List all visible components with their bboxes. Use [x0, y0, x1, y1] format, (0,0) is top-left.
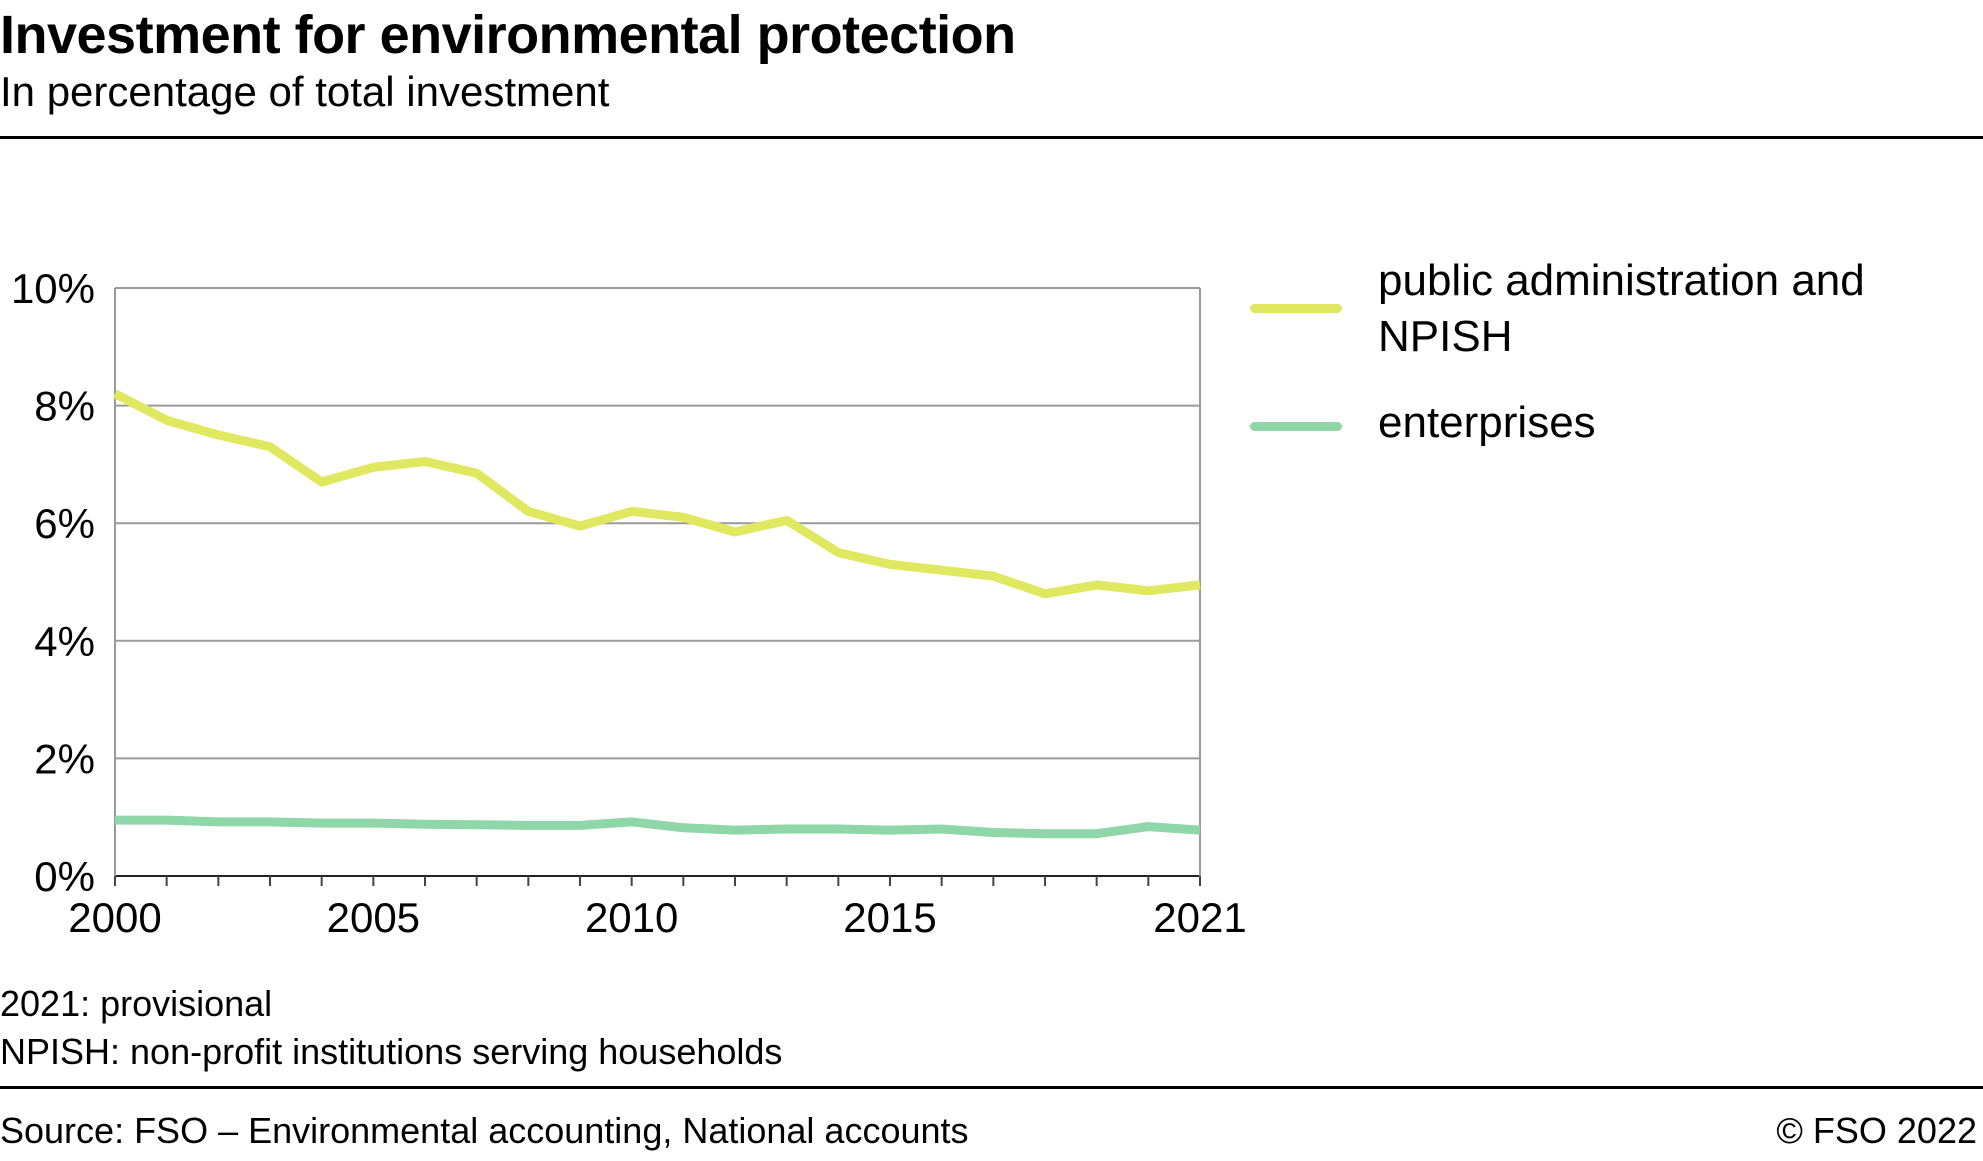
y-tick-label: 8% [34, 383, 95, 430]
series-line-public [112, 389, 1201, 599]
copyright-note: © FSO 2022 [1776, 1110, 1977, 1151]
x-tick-label: 2000 [68, 894, 161, 941]
y-tick-label: 10% [11, 265, 95, 312]
note-npish: NPISH: non-profit institutions serving h… [0, 1031, 783, 1072]
y-tick-label: 0% [34, 853, 95, 900]
bottom-divider [0, 1086, 1983, 1089]
legend-swatch-enterprises [1250, 422, 1342, 431]
chart-notes: 2021: provisional NPISH: non-profit inst… [0, 980, 782, 1076]
y-tick-label: 6% [34, 500, 95, 547]
legend-label-public-administration: public administration and NPISH [1378, 256, 1865, 361]
source-note: Source: FSO – Environmental accounting, … [0, 1110, 969, 1151]
y-tick-label: 4% [34, 618, 95, 665]
top-divider [0, 136, 1983, 139]
x-tick-label: 2010 [585, 894, 678, 941]
chart-title: Investment for environmental protection [0, 5, 1016, 65]
legend-label-enterprises: enterprises [1378, 398, 1596, 447]
note-provisional: 2021: provisional [0, 983, 273, 1024]
x-tick-label: 2005 [327, 894, 420, 941]
y-tick-label: 2% [34, 735, 95, 782]
legend-swatch-public-administration [1250, 304, 1342, 313]
legend: public administration and NPISH enterpri… [1250, 0, 1983, 500]
x-tick-label: 2021 [1153, 894, 1246, 941]
series-line-enterprises [115, 815, 1201, 839]
x-tick-label: 2015 [843, 894, 936, 941]
chart-subtitle: In percentage of total investment [0, 68, 610, 115]
